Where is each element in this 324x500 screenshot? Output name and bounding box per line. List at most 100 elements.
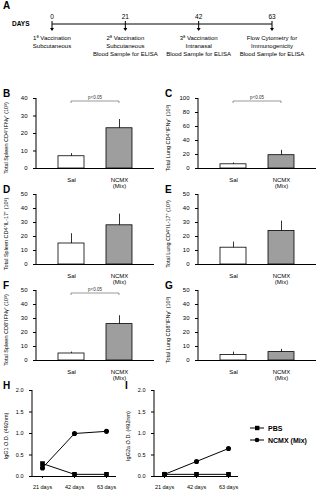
svg-text:0: 0: [24, 357, 28, 363]
svg-text:0: 0: [24, 261, 28, 267]
html-text:E: E: [165, 184, 172, 195]
svg-text:20: 20: [183, 329, 190, 335]
svg-text:2ª Vaccination: 2ª Vaccination: [106, 35, 144, 41]
svg-text:40: 40: [183, 205, 190, 211]
svg-text:20: 20: [21, 130, 28, 136]
svg-text:Immunogenicity: Immunogenicity: [251, 43, 293, 49]
svg-text:PBS: PBS: [268, 425, 283, 432]
svg-text:Blood Sample for ELISA: Blood Sample for ELISA: [93, 51, 158, 57]
svg-text:40: 40: [21, 205, 28, 211]
svg-text:21 days: 21 days: [33, 484, 53, 490]
svg-text:42: 42: [195, 13, 203, 20]
svg-text:Total Spleen CD4⁺IFNγ⁺ (10³): Total Spleen CD4⁺IFNγ⁺ (10³): [3, 102, 9, 174]
svg-text:1ª Vaccination: 1ª Vaccination: [33, 35, 71, 41]
svg-text:50: 50: [21, 191, 28, 197]
svg-text:Total Lung CD4⁺IL-17⁺ (10³): Total Lung CD4⁺IL-17⁺ (10³): [165, 200, 171, 268]
svg-text:10: 10: [21, 148, 28, 154]
html-text:G: G: [165, 280, 173, 291]
svg-text:30: 30: [183, 315, 190, 321]
svg-text:NCMX(Mix): NCMX(Mix): [273, 273, 291, 285]
svg-text:Blood Sample for ELISA: Blood Sample for ELISA: [166, 51, 231, 57]
html-text:F: F: [3, 280, 10, 291]
svg-text:30: 30: [183, 219, 190, 225]
svg-text:63 days: 63 days: [219, 484, 239, 490]
svg-text:20: 20: [183, 233, 190, 239]
svg-text:10: 10: [21, 247, 28, 253]
svg-text:30: 30: [21, 315, 28, 321]
svg-text:10: 10: [21, 343, 28, 349]
svg-text:Sal: Sal: [229, 369, 238, 375]
svg-text:NCMX(Mix): NCMX(Mix): [273, 369, 291, 381]
svg-text:40: 40: [183, 301, 190, 307]
svg-text:IgG1 O.D. (492nm): IgG1 O.D. (492nm): [3, 412, 9, 459]
html-text:A: A: [3, 0, 11, 11]
svg-text:0: 0: [186, 261, 190, 267]
svg-text:20: 20: [21, 233, 28, 239]
svg-text:40: 40: [183, 137, 190, 143]
html-text:D: D: [3, 184, 11, 195]
svg-text:1.5: 1.5: [16, 409, 24, 415]
svg-text:NCMX(Mix): NCMX(Mix): [111, 273, 129, 285]
svg-text:20: 20: [183, 151, 190, 157]
html-text:C: C: [165, 88, 173, 99]
svg-text:Total Lung CD4⁺IFNγ⁺ (10³): Total Lung CD4⁺IFNγ⁺ (10³): [165, 105, 171, 172]
svg-text:Subcutaneous: Subcutaneous: [33, 43, 71, 49]
svg-text:0.5: 0.5: [16, 452, 24, 458]
svg-text:p<0.05: p<0.05: [250, 95, 264, 100]
svg-text:50: 50: [183, 287, 190, 293]
html-text:H: H: [3, 380, 11, 391]
svg-text:20: 20: [21, 329, 28, 335]
svg-text:Blood Sample for ELISA: Blood Sample for ELISA: [240, 51, 305, 57]
svg-text:NCMX(Mix): NCMX(Mix): [111, 177, 129, 189]
svg-text:50: 50: [183, 191, 190, 197]
svg-text:21: 21: [122, 13, 130, 20]
svg-text:63 days: 63 days: [97, 484, 117, 490]
svg-text:Total Lung CD8⁺IFNγ⁺ (10³): Total Lung CD8⁺IFNγ⁺ (10³): [165, 297, 171, 364]
svg-text:2.0: 2.0: [138, 387, 146, 393]
svg-text:DAYS: DAYS: [12, 20, 30, 27]
svg-text:NCMX(Mix): NCMX(Mix): [273, 177, 291, 189]
svg-text:Sal: Sal: [67, 177, 76, 183]
svg-text:42 days: 42 days: [65, 484, 85, 490]
html-text:B: B: [3, 88, 11, 99]
svg-text:60: 60: [183, 123, 190, 129]
svg-text:0.5: 0.5: [138, 452, 146, 458]
svg-text:10: 10: [183, 247, 190, 253]
svg-text:50: 50: [21, 287, 28, 293]
svg-text:Sal: Sal: [229, 273, 238, 279]
svg-text:NCMX (Mix): NCMX (Mix): [268, 437, 307, 445]
svg-text:0: 0: [186, 165, 190, 171]
svg-text:Flow Cytometry for: Flow Cytometry for: [247, 35, 297, 41]
svg-text:2.0: 2.0: [16, 387, 24, 393]
svg-text:30: 30: [21, 113, 28, 119]
svg-text:IgG2a O.D. (492nm): IgG2a O.D. (492nm): [125, 411, 131, 461]
svg-text:0: 0: [186, 357, 190, 363]
svg-text:NCMX(Mix): NCMX(Mix): [111, 369, 129, 381]
svg-text:0: 0: [24, 165, 28, 171]
svg-text:1.0: 1.0: [138, 430, 146, 436]
svg-text:100: 100: [179, 95, 190, 101]
svg-text:p<0.05: p<0.05: [88, 287, 102, 292]
svg-text:21 days: 21 days: [155, 484, 175, 490]
svg-text:Total Spleen CD4⁺IL-17⁺ (10³): Total Spleen CD4⁺IL-17⁺ (10³): [3, 198, 9, 271]
svg-text:40: 40: [21, 95, 28, 101]
svg-text:40: 40: [21, 301, 28, 307]
svg-text:1.0: 1.0: [16, 430, 24, 436]
svg-text:42 days: 42 days: [187, 484, 207, 490]
svg-text:0.0: 0.0: [16, 473, 24, 479]
svg-text:Sal: Sal: [67, 273, 76, 279]
svg-text:0: 0: [50, 13, 54, 20]
svg-text:Total Spleen CD8⁺IFNγ⁺ (10³): Total Spleen CD8⁺IFNγ⁺ (10³): [3, 294, 9, 366]
svg-text:Intranasal: Intranasal: [185, 43, 211, 49]
svg-text:80: 80: [183, 109, 190, 115]
svg-text:63: 63: [268, 13, 276, 20]
svg-text:0.0: 0.0: [138, 473, 146, 479]
svg-text:30: 30: [21, 219, 28, 225]
svg-text:Subcutaneous: Subcutaneous: [106, 43, 144, 49]
svg-text:3ª Vaccination: 3ª Vaccination: [180, 35, 218, 41]
svg-text:Sal: Sal: [229, 177, 238, 183]
svg-text:Sal: Sal: [67, 369, 76, 375]
svg-text:1.5: 1.5: [138, 409, 146, 415]
svg-text:p<0.05: p<0.05: [88, 95, 102, 100]
svg-text:10: 10: [183, 343, 190, 349]
